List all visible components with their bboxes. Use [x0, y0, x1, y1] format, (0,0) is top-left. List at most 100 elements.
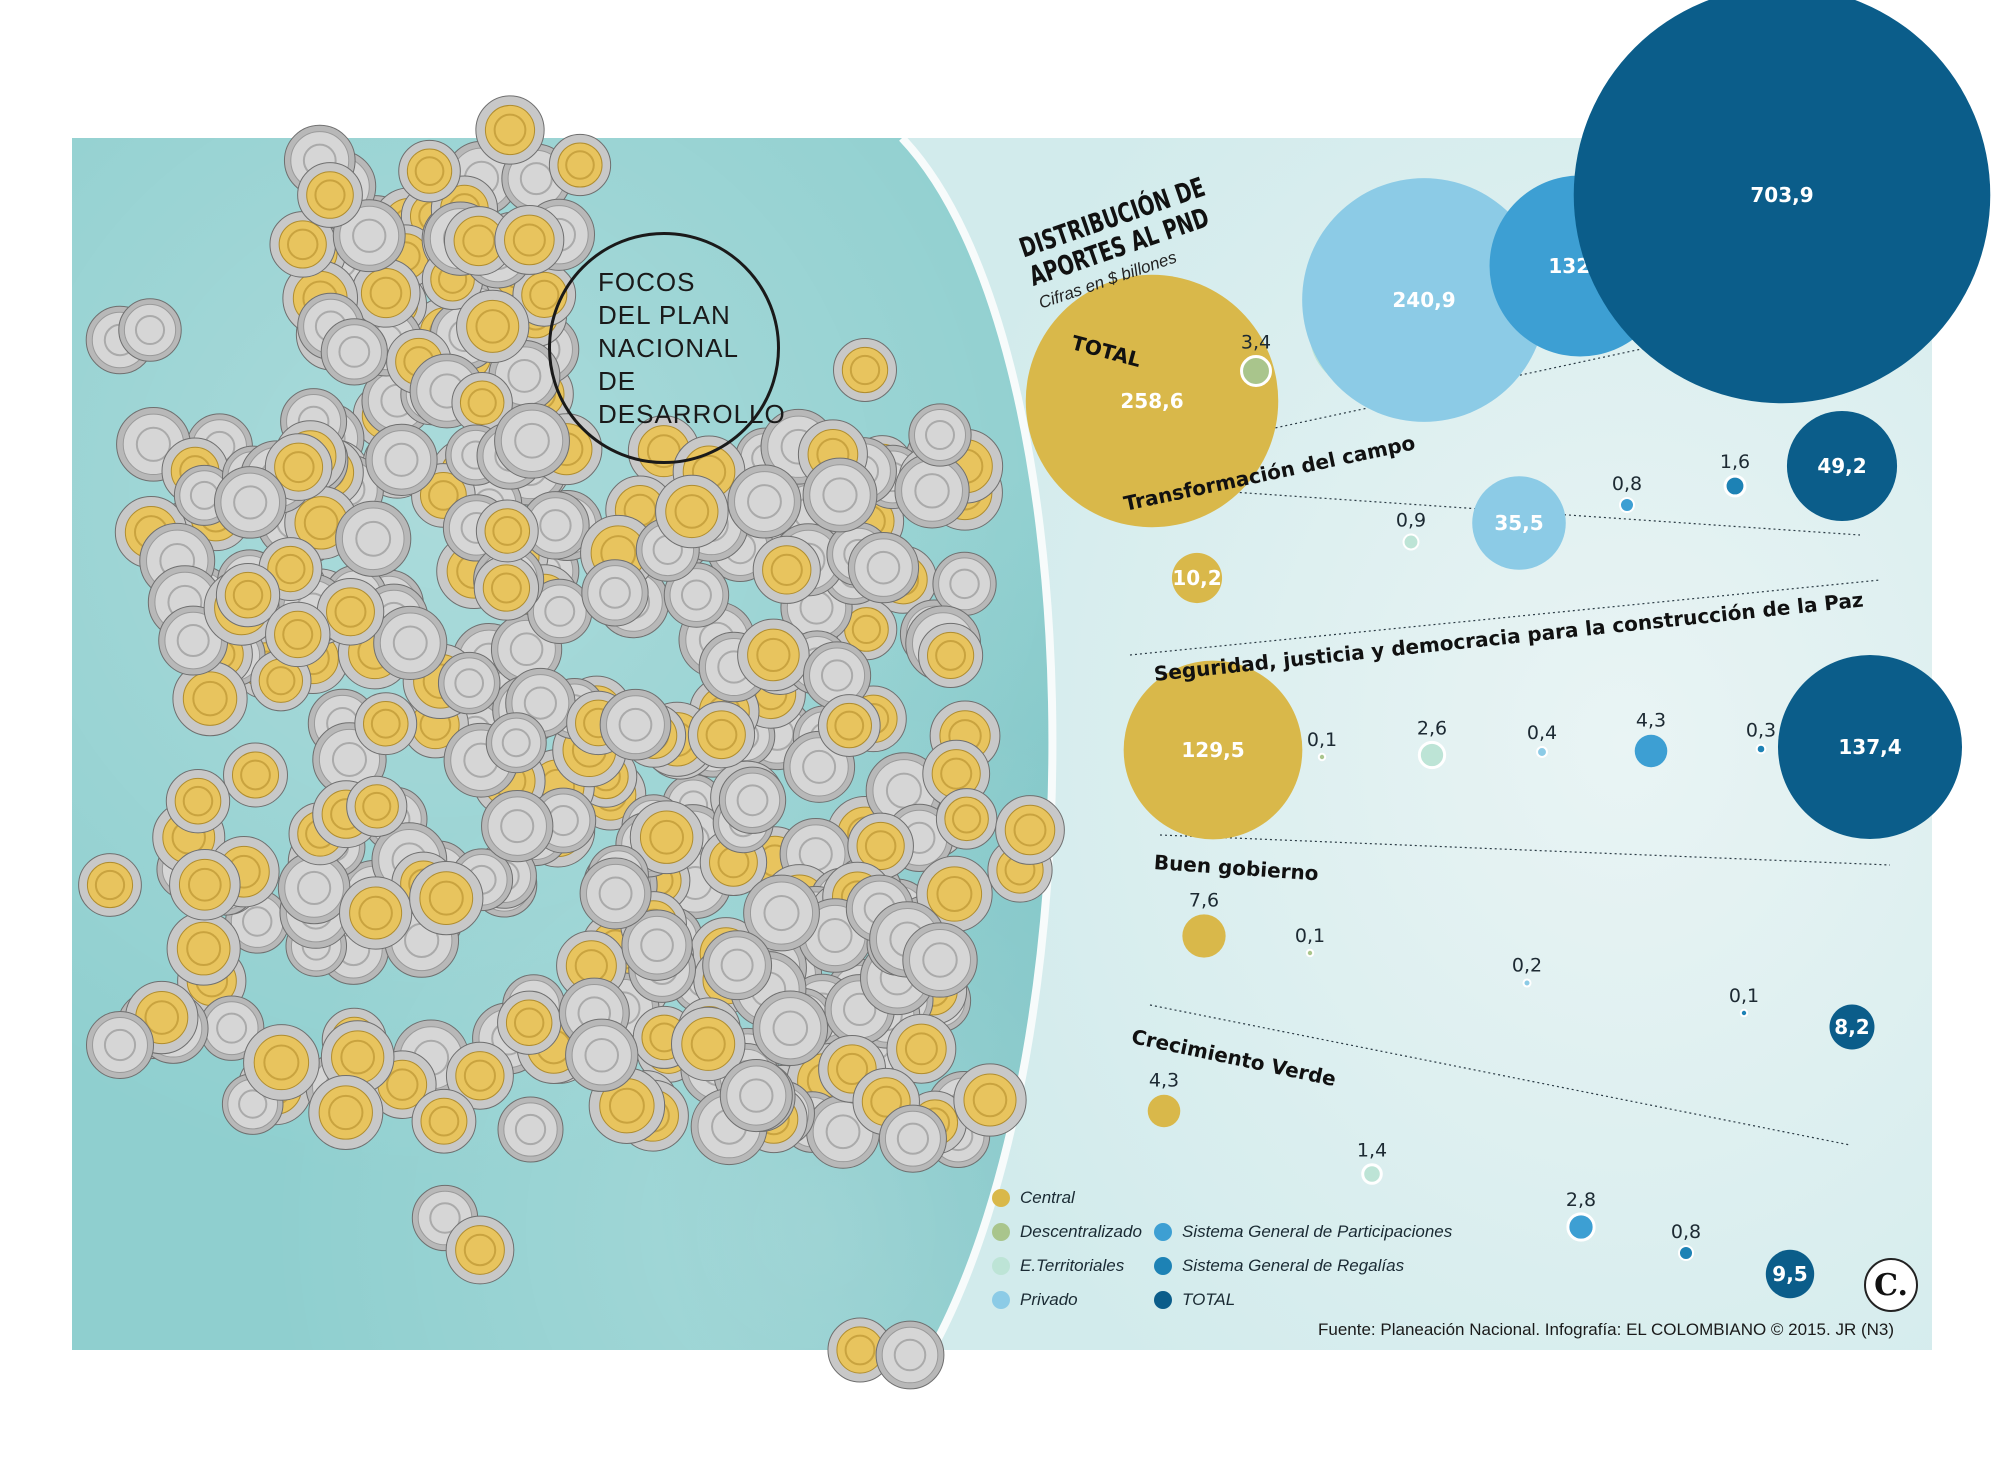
bubble-label-crecimiento-verde-e-territoriales: 1,4: [1357, 1140, 1387, 1162]
legend-swatch: [992, 1257, 1010, 1275]
bubble-crecimiento-verde-sistema-general-de-regalias: [1677, 1244, 1695, 1262]
el-colombiano-logo: C.: [1864, 1258, 1918, 1312]
bubbles: 258,63,447,8240,9132,820,2703,910,20,935…: [1025, 0, 1991, 1299]
legend-item: E.Territoriales: [992, 1256, 1124, 1276]
bubble-label-buen-gobierno-sistema-general-de-regalias: 0,1: [1729, 985, 1759, 1007]
legend-swatch: [1154, 1257, 1172, 1275]
coin: [354, 692, 418, 756]
legend-label: Sistema General de Participaciones: [1182, 1222, 1453, 1241]
focos-circle: FOCOS DEL PLAN NACIONAL DE DESARROLLO: [548, 232, 786, 464]
bubble-label-buen-gobierno-total: 8,2: [1834, 1015, 1869, 1039]
coin: [878, 1104, 947, 1173]
bubble-crecimiento-verde-e-territoriales: [1361, 1163, 1383, 1185]
coin: [373, 605, 448, 681]
coin: [548, 133, 612, 197]
bubble-crecimiento-verde-total: [1765, 1249, 1815, 1299]
legend: Central Descentralizado E.Territoriales Pri…: [992, 1188, 1452, 1328]
bubble-label-transformacion-del-campo-privado: 35,5: [1494, 511, 1543, 535]
bubble-label-total-central: 258,6: [1120, 389, 1183, 413]
coin: [497, 990, 562, 1055]
bubble-label-total-total: 703,9: [1750, 183, 1813, 207]
coin: [320, 318, 388, 386]
coin: [908, 403, 972, 467]
coin: [223, 742, 288, 808]
coin: [687, 701, 756, 769]
coin: [690, 1088, 768, 1166]
coin: [719, 1059, 793, 1133]
coin: [995, 795, 1065, 865]
coin: [521, 491, 590, 560]
coin: [727, 464, 802, 539]
coin: [277, 851, 351, 925]
coin: [833, 338, 897, 402]
legend-label: Central: [1020, 1188, 1075, 1207]
bubble-label-total-descentralizado: 3,4: [1241, 332, 1271, 354]
bubble-label-seguridad-justicia-y-democracia-para-la-construccion-de-la-paz-total: 137,4: [1838, 735, 1901, 759]
coin: [902, 922, 978, 998]
coin: [621, 909, 693, 981]
legend-label: E.Territoriales: [1020, 1256, 1125, 1275]
bubble-label-crecimiento-verde-total: 9,5: [1772, 1262, 1807, 1286]
bubble-label-transformacion-del-campo-total: 49,2: [1817, 454, 1866, 478]
coin: [886, 1013, 957, 1084]
focos-text: FOCOS DEL PLAN NACIONAL DE DESARROLLO: [598, 266, 786, 429]
coin: [165, 768, 231, 834]
coin: [308, 1074, 384, 1151]
coin: [875, 1320, 945, 1390]
coin: [198, 995, 265, 1061]
coin: [494, 204, 565, 275]
bubble-label-seguridad-justicia-y-democracia-para-la-construccion-de-la-paz-descentralizado: 0,1: [1307, 729, 1337, 751]
bubble-label-seguridad-justicia-y-democracia-para-la-construccion-de-la-paz-e-territoriales: 2,6: [1417, 717, 1447, 739]
bubble-label-transformacion-del-campo-central: 10,2: [1172, 566, 1221, 590]
coin: [269, 211, 336, 278]
bubble-label-buen-gobierno-privado: 0,2: [1512, 954, 1542, 976]
coin: [663, 562, 730, 628]
bubble-label-seguridad-justicia-y-democracia-para-la-construccion-de-la-paz-central: 129,5: [1181, 738, 1244, 762]
bubble-crecimiento-verde-sistema-general-de-participaciones: [1566, 1212, 1596, 1242]
coin: [847, 812, 914, 880]
bubble-transformacion-del-campo-e-territoriales: [1402, 533, 1420, 551]
coin: [365, 423, 438, 497]
legend-label: TOTAL: [1182, 1290, 1236, 1309]
bubble-transformacion-del-campo-total: [1786, 410, 1898, 522]
coin: [456, 289, 530, 364]
coin: [671, 1006, 746, 1082]
bubble-seguridad-justicia-y-democracia-para-la-construccion-de-la-paz-total: [1777, 654, 1963, 840]
bubble-seguridad-justicia-y-democracia-para-la-construccion-de-la-paz-sistema-general-de-participaciones: [1634, 734, 1668, 768]
coin: [556, 930, 627, 1002]
legend-item: Sistema General de Participaciones: [1154, 1222, 1452, 1242]
coin: [481, 789, 554, 863]
legend-label: Descentralizado: [1020, 1222, 1142, 1241]
legend-label: Sistema General de Regalías: [1182, 1256, 1405, 1275]
bubble-total-total: [1573, 0, 1991, 404]
bubble-seguridad-justicia-y-democracia-para-la-construccion-de-la-paz-central: [1123, 660, 1303, 840]
coin: [802, 457, 878, 533]
coin: [85, 1010, 155, 1080]
bubble-label-crecimiento-verde-sistema-general-de-regalias: 0,8: [1671, 1221, 1701, 1243]
coin: [475, 95, 545, 165]
coin: [485, 712, 547, 774]
bubble-seguridad-justicia-y-democracia-para-la-construccion-de-la-paz-privado: [1536, 746, 1548, 758]
bubble-label-seguridad-justicia-y-democracia-para-la-construccion-de-la-paz-sistema-general-de-participaciones: 4,3: [1636, 710, 1666, 732]
legend-label: Privado: [1020, 1290, 1078, 1309]
bubble-transformacion-del-campo-privado: [1472, 476, 1566, 570]
bubble-label-seguridad-justicia-y-democracia-para-la-construccion-de-la-paz-sistema-general-de-regalias: 0,3: [1746, 720, 1776, 742]
legend-swatch: [1154, 1223, 1172, 1241]
bubble-label-total-privado: 240,9: [1392, 288, 1455, 312]
coin: [565, 1018, 639, 1092]
bubble-label-transformacion-del-campo-sistema-general-de-regalias: 1,6: [1720, 451, 1750, 473]
coin: [166, 911, 241, 986]
coin: [847, 532, 920, 604]
legend-item: Privado: [992, 1290, 1078, 1310]
coin: [581, 559, 649, 627]
bubble-label-crecimiento-verde-central: 4,3: [1149, 1070, 1179, 1092]
coin: [445, 1041, 514, 1110]
coin: [935, 788, 998, 850]
coin: [953, 1063, 1027, 1137]
bubble-buen-gobierno-sistema-general-de-regalias: [1739, 1008, 1749, 1018]
bubble-total-central: [1025, 274, 1279, 528]
coin: [629, 800, 704, 875]
coin: [655, 474, 729, 549]
